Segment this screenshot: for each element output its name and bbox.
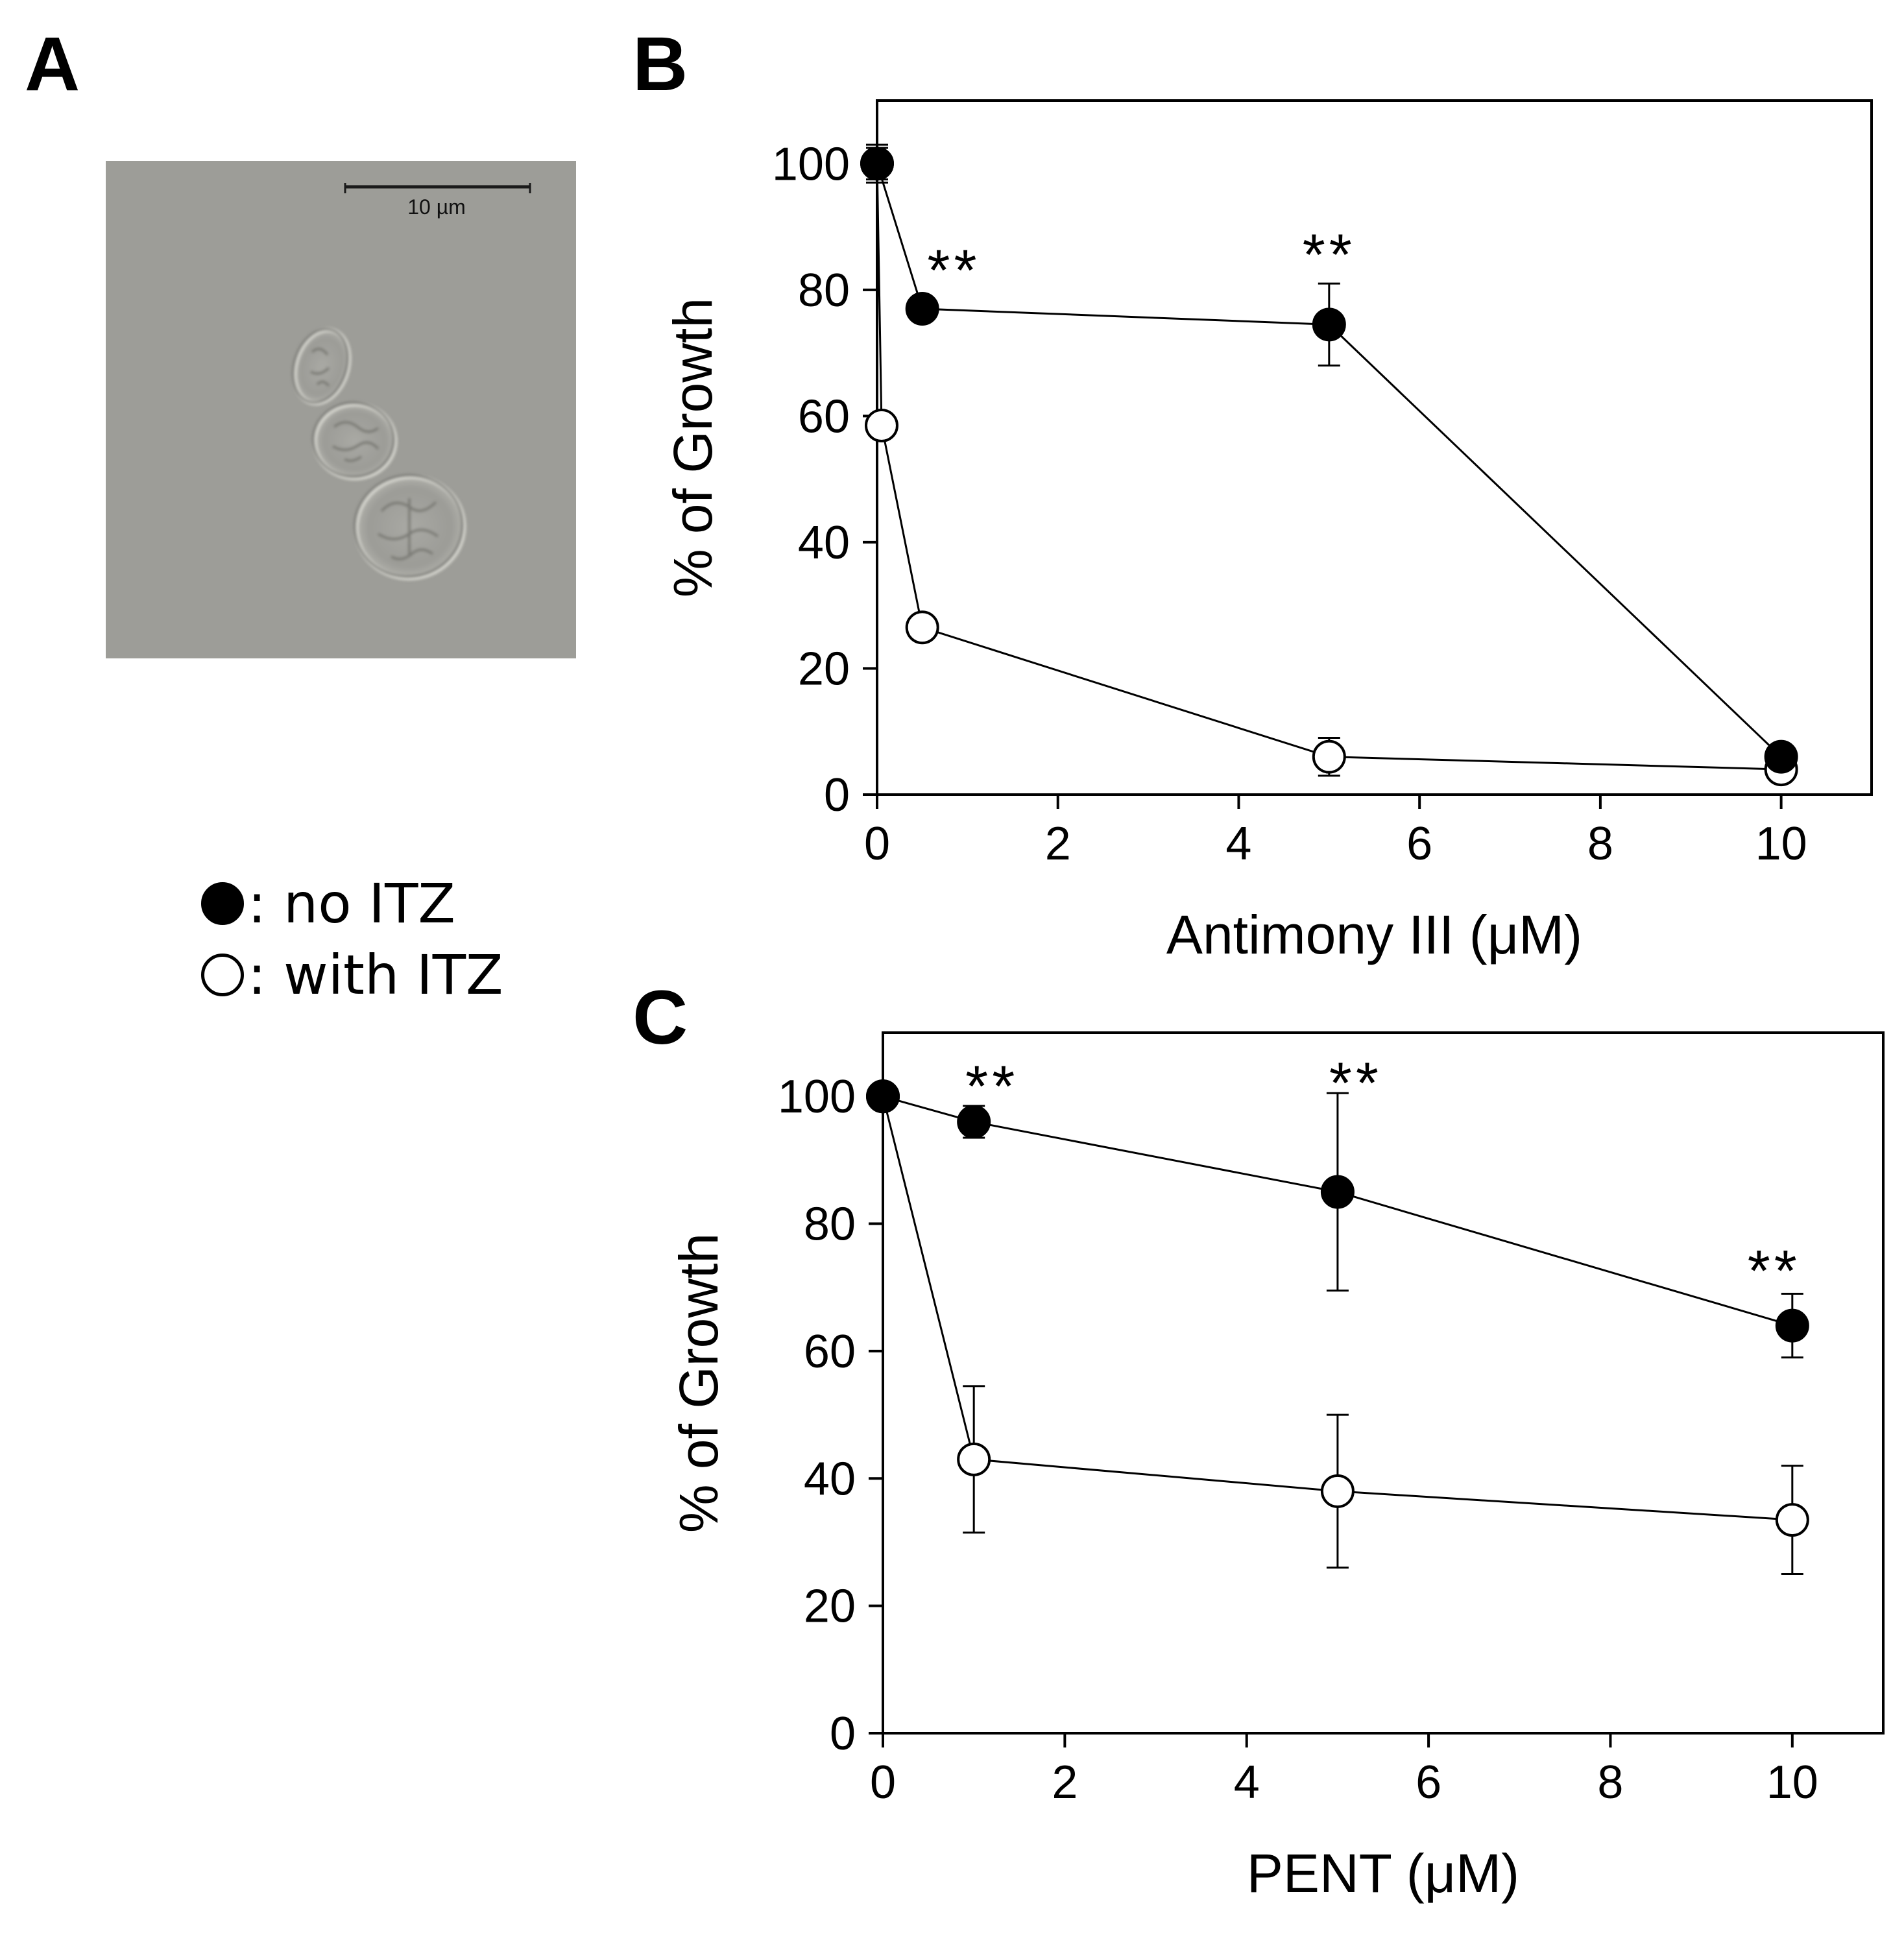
chart-c-series-with-itz-line [882,1096,1792,1521]
legend-label-no-itz: : no ITZ [248,872,455,935]
chart-c-y-tick-label: 60 [804,1326,856,1378]
chart-c-y-tick-label: 20 [804,1581,856,1633]
chart-c-y-axis-label: % of Growth [668,1233,729,1533]
chart-c-x-tick-label: 10 [1766,1757,1818,1808]
panel-letter-c: C [633,975,688,1061]
chart-b-y-tick-label: 20 [798,643,850,695]
chart-b-y-axis-label: % of Growth [662,298,723,597]
chart-c-series-no-itz-point [957,1105,991,1139]
chart-c-x-tick-label: 6 [1416,1757,1441,1808]
chart-b-series-no-itz-point [860,147,894,181]
chart-c-series-with-itz-point [1775,1503,1809,1537]
chart-c-x-tick-label: 0 [870,1757,896,1808]
chart-c-series-no-itz-point [1775,1308,1809,1343]
panel-letter-a: A [25,21,80,107]
chart-c-series-with-itz-point [1320,1474,1355,1508]
chart-c-y-tick-label: 100 [778,1071,856,1123]
chart-b-x-tick-label: 0 [864,818,890,870]
chart-c-series-with-itz-point [957,1442,991,1476]
chart-b-significance-label: ** [927,239,980,304]
cell-middle [312,402,398,481]
chart-b-series-no-itz-line [876,163,1782,758]
chart-c-x-tick-label: 8 [1597,1757,1623,1808]
chart-b-x-tick-label: 6 [1406,818,1432,870]
chart-c-y-tick-label: 0 [830,1708,856,1760]
filled-circle-icon [201,882,244,925]
legend-item-with-itz: : with ITZ [201,939,503,1011]
chart-c-significance-label: ** [965,1054,1018,1119]
chart-b-series-with-itz-point [1312,739,1346,774]
chart-b-y-tick-label: 100 [772,138,850,190]
chart-b-x-tick-label: 2 [1045,818,1071,870]
yeast-cells [292,327,466,581]
chart-b-significance-label: ** [1303,222,1356,287]
legend-item-no-itz: : no ITZ [201,868,503,939]
chart-c-x-tick-label: 2 [1052,1757,1078,1808]
chart-c-significance-label: ** [1329,1051,1382,1116]
chart-b-series-with-itz-point [905,610,939,645]
chart-b-y-tick-label: 0 [824,769,850,821]
chart-c-series-no-itz-line [882,1095,1793,1327]
chart-b-y-tick-label: 60 [798,390,850,442]
chart-c-y-tick-label: 40 [804,1453,856,1505]
chart-b-x-axis-label: Antimony III (μM) [1166,904,1582,965]
scale-bar-label: 10 µm [407,195,466,219]
chart-c-x-tick-label: 4 [1234,1757,1260,1808]
chart-c-series-no-itz-point [866,1079,900,1114]
chart-b-x-tick-label: 8 [1587,818,1613,870]
chart-c-plot-frame [882,1031,1885,1735]
legend: : no ITZ : with ITZ [201,868,503,1011]
chart-c-y-tick-label: 80 [804,1199,856,1251]
chart-b-y-tick-label: 40 [798,517,850,569]
chart-b-x-tick-label: 10 [1755,818,1807,870]
legend-label-with-itz: : with ITZ [248,943,503,1007]
chart-c-series-no-itz-point [1320,1175,1355,1209]
chart-b-y-tick-label: 80 [798,265,850,317]
chart-c-x-axis-label: PENT (μM) [1247,1843,1519,1904]
chart-b-series-with-itz-point [864,408,898,442]
open-circle-icon [201,954,244,996]
chart-b-series-no-itz-point [1312,307,1346,342]
chart-b-x-tick-label: 4 [1225,818,1251,870]
chart-c-significance-label: ** [1748,1239,1801,1304]
chart-b-series-no-itz-point [1764,739,1798,774]
chart-b-plot-frame [876,99,1873,796]
chart-b-series-no-itz-point [905,292,939,326]
cell-top [292,327,352,406]
panel-letter-b: B [633,21,688,107]
scale-bar: 10 µm [344,183,531,219]
cell-bottom [354,474,466,581]
micrograph-image: 10 µm [106,161,576,658]
